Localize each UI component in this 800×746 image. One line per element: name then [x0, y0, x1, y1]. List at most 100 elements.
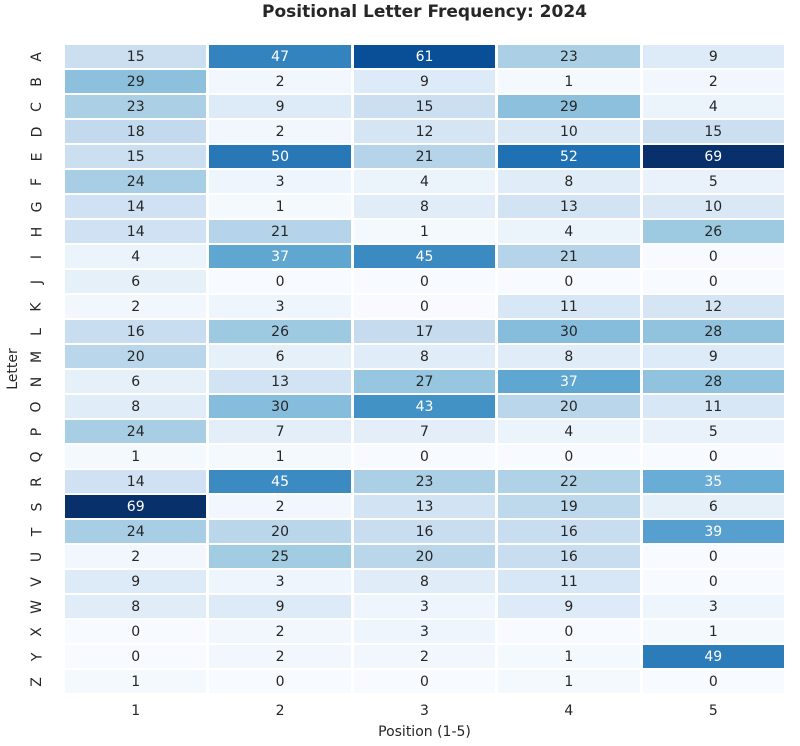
heatmap-cell: 10 [498, 120, 640, 143]
heatmap-cell: 6 [642, 495, 784, 518]
heatmap-cell: 2 [642, 70, 784, 93]
y-tick-label: V [28, 576, 45, 587]
heatmap-cell: 69 [65, 495, 207, 518]
heatmap-cell: 0 [209, 270, 351, 293]
x-tick-label: 4 [564, 703, 574, 719]
heatmap-cell: 9 [642, 45, 784, 68]
heatmap-cell: 8 [353, 570, 496, 593]
heatmap-cell: 3 [209, 570, 351, 593]
y-tick-label: H [29, 226, 45, 237]
heatmap-cell: 3 [353, 620, 496, 643]
heatmap-cell: 18 [65, 120, 207, 143]
heatmap-cell: 39 [642, 520, 784, 543]
x-tick-label: 2 [275, 703, 285, 719]
heatmap-cell: 20 [353, 545, 496, 568]
heatmap-cell: 6 [65, 370, 207, 393]
heatmap-cell: 4 [353, 170, 496, 193]
y-tick-label: J [28, 279, 45, 284]
heatmap-cell: 1 [65, 670, 207, 693]
heatmap-cell: 20 [498, 395, 640, 418]
heatmap-cell: 30 [498, 320, 640, 343]
heatmap-cell: 7 [353, 420, 496, 443]
heatmap-cell: 47 [209, 45, 351, 68]
heatmap-cell: 3 [209, 295, 351, 318]
heatmap-cell: 12 [353, 120, 496, 143]
heatmap-cell: 50 [209, 145, 351, 168]
heatmap-cell: 23 [498, 45, 640, 68]
heatmap-cell: 2 [65, 545, 207, 568]
heatmap-cell: 24 [65, 520, 207, 543]
y-tick-label: T [29, 527, 45, 536]
heatmap-cell: 6 [209, 345, 351, 368]
heatmap-cell: 26 [642, 220, 784, 243]
heatmap-cell: 37 [498, 370, 640, 393]
y-tick-label: U [29, 551, 45, 562]
heatmap-cell: 1 [209, 195, 351, 218]
heatmap-cell: 2 [65, 295, 207, 318]
heatmap-cell: 12 [642, 295, 784, 318]
heatmap-cell: 11 [498, 570, 640, 593]
heatmap-cell: 22 [498, 470, 640, 493]
heatmap-cell: 2 [209, 645, 351, 668]
heatmap-cell: 0 [642, 445, 784, 468]
y-tick-label: M [29, 350, 45, 363]
heatmap-cell: 11 [642, 395, 784, 418]
y-tick-label: P [28, 427, 45, 436]
heatmap-cell: 27 [353, 370, 496, 393]
heatmap-cell: 2 [209, 70, 351, 93]
heatmap-cell: 16 [353, 520, 496, 543]
heatmap-cell: 45 [209, 470, 351, 493]
heatmap-cell: 45 [353, 245, 496, 268]
heatmap-cell: 1 [498, 70, 640, 93]
heatmap-cell: 35 [642, 470, 784, 493]
heatmap-cell: 17 [353, 320, 496, 343]
heatmap-cell: 43 [353, 395, 496, 418]
heatmap-cell: 8 [498, 170, 640, 193]
heatmap-cell: 16 [498, 545, 640, 568]
heatmap-cell: 9 [642, 345, 784, 368]
heatmap-cell: 14 [65, 195, 207, 218]
heatmap-cell: 0 [65, 620, 207, 643]
heatmap-cell: 25 [209, 545, 351, 568]
x-tick-label: 3 [420, 703, 429, 719]
heatmap-cell: 28 [642, 320, 784, 343]
heatmap-cell: 0 [498, 445, 640, 468]
heatmap-cell: 14 [65, 470, 207, 493]
heatmap-cell: 9 [65, 570, 207, 593]
y-tick-label: D [29, 126, 45, 137]
heatmap-cell: 1 [65, 445, 207, 468]
heatmap-cell: 8 [353, 345, 496, 368]
heatmap-cell: 3 [353, 595, 496, 618]
heatmap-cell: 16 [65, 320, 207, 343]
heatmap-cell: 4 [642, 95, 784, 118]
y-tick-label: O [29, 400, 45, 413]
heatmap-cell: 21 [353, 145, 496, 168]
x-tick-label: 5 [708, 703, 718, 719]
y-tick-label: F [29, 177, 45, 186]
heatmap-cell: 49 [642, 645, 784, 668]
heatmap-cell: 10 [642, 195, 784, 218]
heatmap-cell: 3 [642, 595, 784, 618]
heatmap-cell: 13 [498, 195, 640, 218]
heatmap-cell: 9 [353, 70, 496, 93]
x-axis-label: Position (1-5) [378, 724, 471, 740]
heatmap-cell: 0 [498, 270, 640, 293]
heatmap-cell: 61 [353, 45, 496, 68]
heatmap-cell: 0 [642, 545, 784, 568]
y-tick-label: N [28, 376, 45, 387]
x-tick-label: 1 [131, 703, 141, 719]
heatmap-cell: 3 [209, 170, 351, 193]
heatmap-cell: 15 [353, 95, 496, 118]
y-tick-label: K [29, 301, 45, 312]
heatmap-cell: 8 [65, 395, 207, 418]
heatmap-cell: 1 [209, 445, 351, 468]
heatmap-cell: 8 [65, 595, 207, 618]
heatmap-cell: 23 [65, 95, 207, 118]
y-tick-label: E [28, 152, 45, 161]
heatmap-cell: 2 [209, 620, 351, 643]
heatmap-cell: 20 [65, 345, 207, 368]
heatmap-cell: 6 [65, 270, 207, 293]
heatmap-cell: 5 [642, 420, 784, 443]
y-tick-label: W [29, 599, 45, 614]
